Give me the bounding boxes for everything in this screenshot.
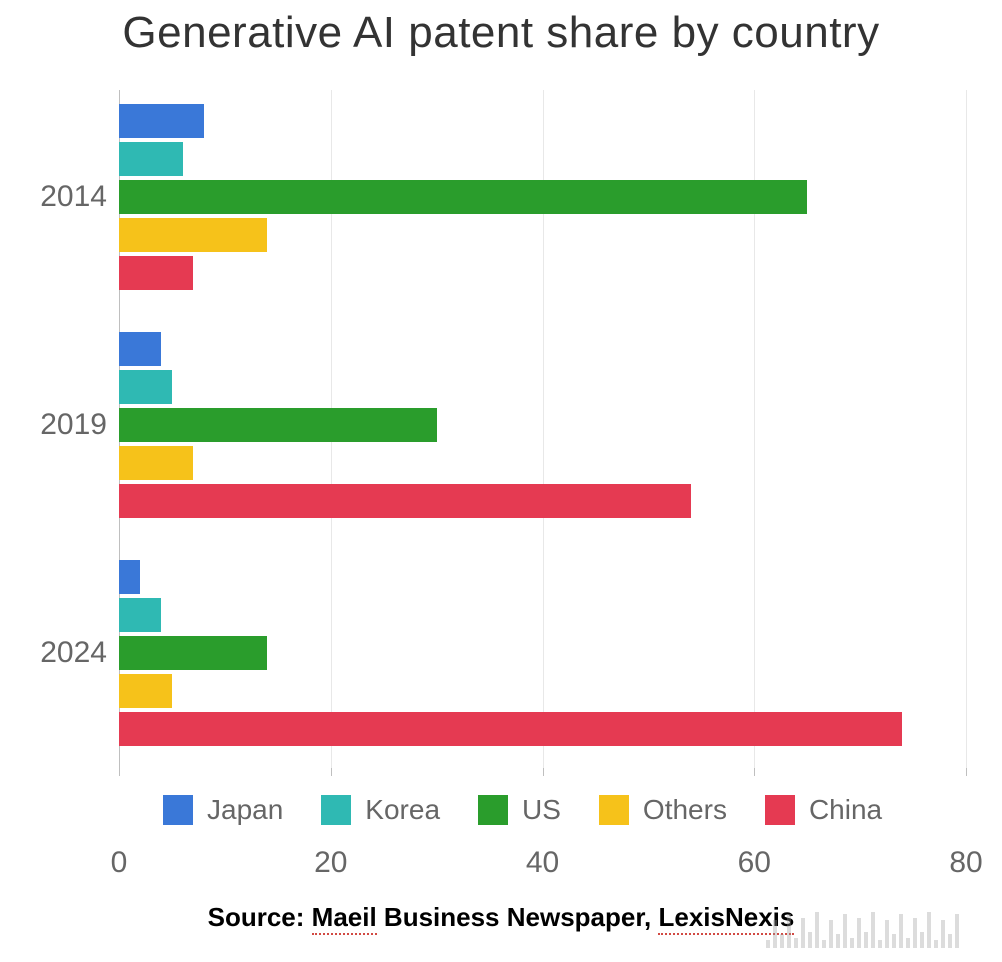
x-tick-label: 80 — [949, 846, 982, 880]
x-tick-label: 60 — [738, 846, 771, 880]
bar — [119, 370, 172, 404]
legend-item: Japan — [163, 794, 283, 826]
watermark-icon — [766, 908, 996, 948]
legend-label: Japan — [207, 794, 283, 826]
bar — [119, 408, 437, 442]
x-tick-mark — [119, 768, 120, 776]
source-part2: Business Newspaper, — [377, 902, 659, 932]
legend-swatch — [599, 795, 629, 825]
bar — [119, 674, 172, 708]
source-part1: Maeil — [312, 902, 377, 935]
bar — [119, 104, 204, 138]
y-tick-label: 2024 — [7, 636, 107, 670]
bar — [119, 712, 902, 746]
legend-swatch — [163, 795, 193, 825]
legend-label: Others — [643, 794, 727, 826]
chart-container: Generative AI patent share by country Ja… — [0, 0, 1002, 962]
bar — [119, 332, 161, 366]
x-tick-label: 20 — [314, 846, 347, 880]
x-tick-mark — [543, 768, 544, 776]
legend-label: US — [522, 794, 561, 826]
chart-title: Generative AI patent share by country — [0, 8, 1002, 58]
legend-label: Korea — [365, 794, 440, 826]
legend-item: Others — [599, 794, 727, 826]
source-prefix: Source: — [208, 902, 312, 932]
legend-swatch — [765, 795, 795, 825]
bar — [119, 142, 183, 176]
bar — [119, 446, 193, 480]
bar — [119, 560, 140, 594]
x-tick-mark — [331, 768, 332, 776]
bar — [119, 484, 691, 518]
legend-item: Korea — [321, 794, 440, 826]
y-tick-label: 2014 — [7, 180, 107, 214]
gridline — [966, 90, 967, 768]
bar — [119, 218, 267, 252]
bar — [119, 256, 193, 290]
legend-swatch — [478, 795, 508, 825]
legend-label: China — [809, 794, 882, 826]
x-tick-mark — [754, 768, 755, 776]
legend-item: US — [478, 794, 561, 826]
x-tick-label: 40 — [526, 846, 559, 880]
legend-swatch — [321, 795, 351, 825]
bar — [119, 598, 161, 632]
bar — [119, 180, 807, 214]
x-tick-mark — [966, 768, 967, 776]
legend-item: China — [765, 794, 882, 826]
plot-area — [119, 90, 966, 768]
legend: Japan Korea US Others China — [163, 784, 973, 836]
x-tick-label: 0 — [111, 846, 128, 880]
bar — [119, 636, 267, 670]
y-tick-label: 2019 — [7, 408, 107, 442]
